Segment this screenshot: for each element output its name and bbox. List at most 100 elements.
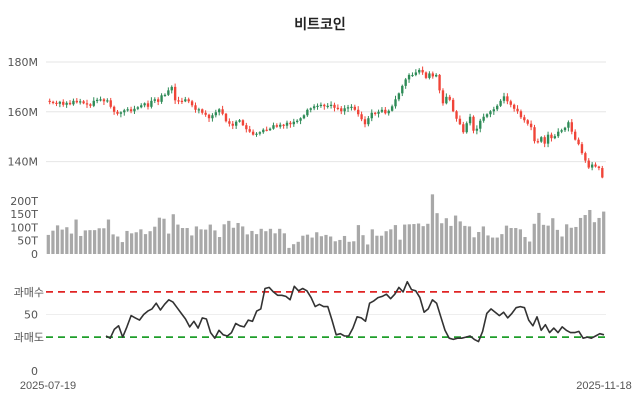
volume-bar (583, 215, 587, 254)
candle-body (279, 124, 282, 127)
price-tick-label: 180M (8, 56, 39, 69)
candle-body (272, 125, 275, 129)
volume-bar (204, 229, 208, 254)
candle-body (248, 129, 251, 132)
volume-bar (97, 228, 101, 254)
candle-body (136, 107, 140, 109)
candle-body (177, 100, 180, 102)
volume-bar (416, 223, 421, 254)
candle-body (496, 105, 499, 110)
candle-body (173, 86, 177, 101)
price-tick-label: 140M (8, 156, 39, 169)
candle-body (119, 112, 123, 114)
volume-bar (116, 236, 120, 254)
volume-bar (523, 237, 527, 254)
candle-body (529, 123, 533, 128)
volume-bar (250, 230, 254, 254)
candle-body (489, 111, 492, 115)
candle-body (65, 102, 68, 105)
volume-bar (106, 219, 111, 254)
volume-tick-label: 50T (17, 235, 38, 248)
candle-body (150, 100, 153, 107)
candle-body (563, 127, 567, 131)
candle-body (129, 109, 133, 112)
candle-body (170, 86, 173, 91)
candle-body (106, 100, 109, 102)
volume-bar (458, 221, 462, 254)
candle-body (567, 122, 570, 128)
candle-body (180, 100, 184, 103)
volume-bar (231, 227, 236, 254)
candle-body (333, 104, 336, 108)
candle-body (577, 139, 580, 145)
candle-body (533, 127, 536, 142)
volume-bar (74, 219, 78, 254)
candle-body (546, 134, 550, 144)
candle-body (309, 108, 312, 110)
volume-bar (500, 234, 504, 254)
volume-bar (171, 214, 175, 254)
candle-body (397, 93, 401, 100)
volume-bar (602, 211, 606, 254)
candle-body (146, 103, 150, 107)
candle-body (112, 106, 116, 112)
candle-body (79, 101, 82, 103)
candle-body (377, 111, 380, 114)
candle-body (401, 85, 404, 94)
volume-bar (176, 224, 180, 254)
volume-bar (310, 237, 314, 254)
candle-body (557, 131, 560, 137)
candle-body (82, 101, 85, 104)
x-start-label: 2025-07-19 (20, 380, 76, 392)
volume-bar (324, 234, 328, 254)
candle-body (441, 90, 445, 104)
volume-bar (208, 224, 212, 254)
volume-bar (213, 230, 217, 254)
candle-body (370, 112, 373, 119)
volume-bar (426, 223, 430, 254)
candle-body (340, 108, 343, 112)
candle-body (187, 99, 190, 102)
volume-bar (481, 226, 485, 254)
candle-body (560, 130, 563, 132)
oversold-label: 과매도 (14, 331, 44, 344)
candle-body (485, 114, 489, 117)
candle-body (458, 118, 462, 125)
volume-bar (254, 234, 259, 254)
volume-bar (435, 213, 439, 254)
candle-body (323, 104, 326, 107)
candle-body (238, 120, 241, 122)
volume-bar (291, 244, 296, 254)
candle-body (570, 122, 573, 132)
candle-body (553, 136, 557, 139)
candle-body (509, 101, 512, 105)
candle-body (197, 109, 201, 111)
volume-bar (546, 225, 550, 254)
candle-body (258, 132, 262, 134)
volume-bar (227, 220, 231, 254)
volume-bar (574, 226, 578, 254)
candle-body (289, 122, 292, 125)
candle-body (387, 110, 390, 114)
candle-body (475, 128, 479, 131)
candle-body (336, 107, 340, 109)
volume-bar (412, 224, 416, 254)
volume-bar (185, 228, 189, 254)
volume-bar (449, 225, 453, 254)
volume-bar (241, 226, 245, 254)
candle-body (407, 74, 411, 80)
candle-body (465, 123, 468, 133)
candle-body (133, 108, 136, 112)
volume-bar (467, 226, 472, 254)
volume-tick-label: 0 (31, 248, 38, 261)
candle-body (241, 120, 245, 126)
volume-bar (407, 224, 411, 254)
volume-bar (352, 241, 356, 254)
candle-body (462, 124, 465, 133)
volume-bar (347, 241, 351, 254)
volume-bar (370, 229, 374, 254)
candle-body (390, 106, 394, 111)
volume-bar (287, 247, 291, 254)
volume-bar (333, 241, 337, 254)
volume-bar (111, 234, 115, 254)
